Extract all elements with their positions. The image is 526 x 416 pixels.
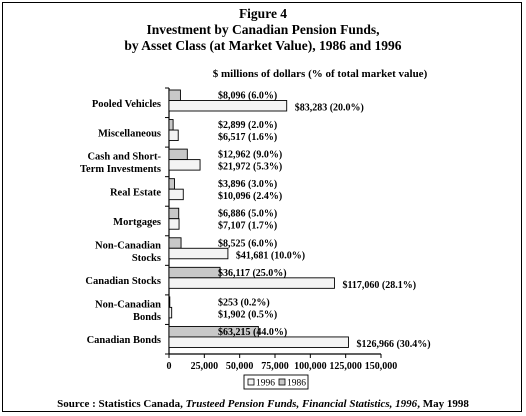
bar-1986 [168, 207, 180, 220]
data-label-1986: $8,525 (6.0%) [218, 238, 277, 249]
units-label: $ millions of dollars (% of total market… [212, 68, 428, 80]
bar-1986 [168, 148, 188, 161]
data-label-1986: $6,886 (5.0%) [218, 209, 277, 220]
data-label-1986: $3,896 (3.0%) [218, 179, 277, 190]
source-note: Source : Statistics Canada, Trusteed Pen… [0, 398, 526, 410]
figure-label: Figure 4 [238, 6, 288, 21]
bar-1996 [168, 129, 179, 142]
data-label-1996: $21,972 (5.3%) [218, 162, 282, 173]
bar-1996 [168, 159, 201, 171]
bar-1996 [168, 218, 180, 230]
bar-1996 [168, 188, 184, 201]
category-label: Mortgages [113, 217, 161, 228]
data-label-1986: $2,899 (2.0%) [218, 120, 277, 131]
bar-1986 [168, 296, 171, 308]
bar-1986 [168, 89, 181, 101]
category-label: Non-Canadian [95, 240, 161, 251]
data-label-1996: $1,902 (0.5%) [218, 309, 277, 320]
data-label-1986: $8,096 (6.0%) [218, 91, 277, 102]
data-label-1996: $117,060 (28.1%) [342, 280, 416, 291]
bar-1986 [168, 178, 175, 190]
category-label: Stocks [132, 253, 161, 264]
category-label: Canadian Stocks [85, 276, 161, 287]
bar-1996 [168, 336, 349, 348]
figure-title-line-1: Investment by Canadian Pension Funds, [146, 22, 380, 37]
category-label: Term Investments [80, 164, 161, 175]
legend-box [243, 374, 309, 390]
data-label-1996: $6,517 (1.6%) [218, 132, 277, 143]
category-label: Real Estate [110, 187, 161, 198]
data-label-1986: $36,117 (25.0%) [218, 268, 287, 279]
data-label-1996: $7,107 (1.7%) [218, 221, 277, 232]
x-tick-label: 100,000 [294, 361, 327, 372]
data-label-1996: $41,681 (10.0%) [236, 250, 305, 261]
category-label: Cash and Short- [87, 152, 161, 163]
data-label-1986: $63,215 (44.0%) [218, 327, 287, 338]
figure-title-line-2: by Asset Class (at Market Value), 1986 a… [124, 38, 402, 53]
data-label-1986: $253 (0.2%) [218, 297, 270, 308]
category-label: Miscellaneous [98, 128, 161, 139]
legend-swatch-1986 [278, 378, 286, 386]
figure-title-block: Figure 4 Investment by Canadian Pension … [0, 6, 526, 54]
legend-swatch-1996 [247, 378, 255, 386]
category-label: Bonds [133, 312, 161, 323]
bar-1986 [168, 237, 182, 249]
data-label-1986: $12,962 (9.0%) [218, 150, 282, 161]
x-tick-label: 125,000 [329, 361, 362, 372]
figure-frame [2, 2, 522, 412]
source-publication: Trusteed Pension Funds, Financial Statis… [185, 398, 418, 410]
data-label-1996: $10,096 (2.4%) [218, 191, 282, 202]
bar-1986 [168, 119, 174, 131]
category-label: Non-Canadian [95, 299, 161, 310]
bar-1996 [168, 100, 288, 112]
source-prefix: Source : Statistics Canada, [57, 398, 186, 410]
x-tick-label: 75,000 [261, 361, 289, 372]
bar-1996 [168, 306, 173, 319]
category-label: Canadian Bonds [87, 335, 161, 346]
x-tick-label: 50,000 [226, 361, 254, 372]
legend-label-1986: 1986 [287, 379, 306, 389]
legend-label-1996: 1996 [256, 379, 275, 389]
source-suffix: , May 1998 [417, 398, 469, 410]
bar-1996 [168, 247, 229, 260]
category-label: Pooled Vehicles [92, 99, 161, 110]
bar-1986 [168, 266, 221, 279]
data-label-1996: $83,283 (20.0%) [295, 103, 364, 114]
x-tick-label: 25,000 [191, 361, 219, 372]
bar-1996 [168, 277, 335, 289]
x-tick-label: 150,000 [365, 361, 398, 372]
data-label-1996: $126,966 (30.4%) [356, 339, 430, 350]
x-tick-label: 0 [167, 361, 172, 372]
